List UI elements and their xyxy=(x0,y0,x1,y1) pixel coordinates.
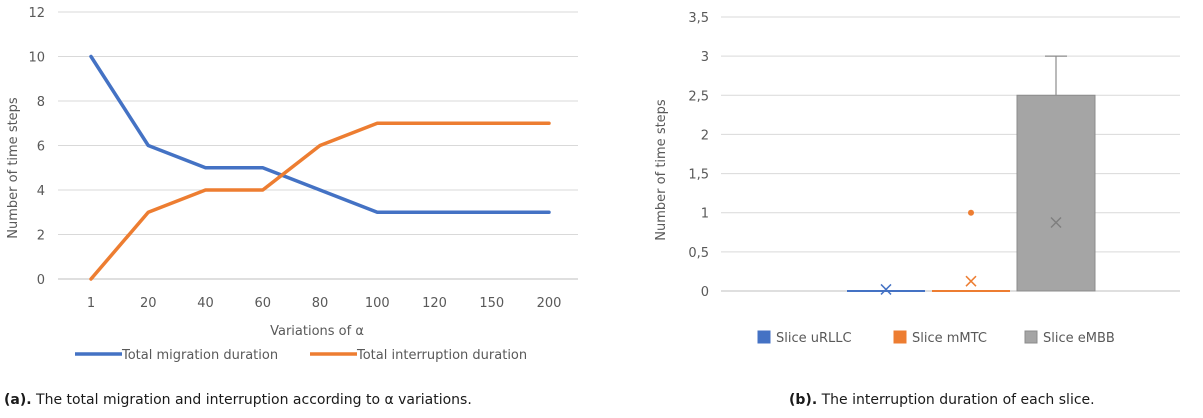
legend-swatch xyxy=(893,330,907,344)
mean-marker xyxy=(1050,216,1062,229)
x-axis-ticks: 1 20 40 60 80 100 120 150 200 xyxy=(87,296,562,311)
y-tick-label: 0 xyxy=(37,273,45,288)
y-tick-label: 2,5 xyxy=(688,89,709,104)
mean-marker xyxy=(880,283,892,295)
legend-swatch xyxy=(1024,330,1038,344)
box-slice-urllc xyxy=(847,283,925,295)
y-tick-label: 3,5 xyxy=(688,11,709,26)
x-tick-label: 1 xyxy=(87,296,95,311)
legend-label: Slice uRLLC xyxy=(776,331,852,346)
legend-label: Slice mMTC xyxy=(912,331,987,346)
box-chart: 0 0,5 1 1,5 2 2,5 3 3,5 Number of time steps Sl… xyxy=(654,11,1180,346)
x-axis-title: Variations of α xyxy=(270,324,364,339)
x-tick-label: 20 xyxy=(140,296,157,311)
x-tick-label: 60 xyxy=(254,296,271,311)
gridlines xyxy=(721,16,1180,292)
y-tick-label: 4 xyxy=(37,184,45,199)
y-tick-label: 0 xyxy=(701,285,709,300)
y-tick-label: 12 xyxy=(28,6,45,21)
box-series xyxy=(847,55,1096,295)
x-tick-label: 80 xyxy=(312,296,329,311)
y-tick-label: 10 xyxy=(28,51,45,66)
x-tick-label: 120 xyxy=(422,296,447,311)
caption-a: (a). The total migration and interruptio… xyxy=(4,392,472,408)
x-tick-label: 200 xyxy=(537,296,562,311)
y-axis-title: Number of time steps xyxy=(654,99,669,241)
legend: Total migration duration Total interrupt… xyxy=(75,348,527,363)
legend: Slice uRLLC Slice mMTC Slice eMBB xyxy=(757,330,1115,346)
y-axis-ticks: 0 2 4 6 8 10 12 xyxy=(28,6,45,288)
box-slice-mmtc xyxy=(932,209,1010,292)
series-lines xyxy=(89,54,551,281)
y-axis-ticks: 0 0,5 1 1,5 2 2,5 3 3,5 xyxy=(688,11,709,300)
caption-b-text: The interruption duration of each slice. xyxy=(817,392,1095,408)
box-slice-embb xyxy=(1016,55,1096,292)
outlier-point xyxy=(968,209,974,216)
mean-marker xyxy=(965,275,977,287)
legend-label-interruption: Total interruption duration xyxy=(356,348,527,363)
legend-label: Slice eMBB xyxy=(1043,331,1115,346)
caption-b: (b). The interruption duration of each s… xyxy=(789,392,1095,408)
series-line-interruption xyxy=(89,121,551,281)
y-tick-label: 8 xyxy=(37,95,45,110)
x-tick-label: 40 xyxy=(197,296,214,311)
series-line-migration xyxy=(89,54,551,214)
x-tick-label: 100 xyxy=(365,296,390,311)
legend-swatch xyxy=(757,330,771,344)
y-tick-label: 1,5 xyxy=(688,168,709,183)
y-tick-label: 2 xyxy=(701,128,709,143)
caption-a-label: (a). xyxy=(4,392,32,408)
caption-b-label: (b). xyxy=(789,392,818,408)
y-tick-label: 6 xyxy=(37,140,45,155)
legend-label-migration: Total migration duration xyxy=(121,348,278,363)
x-tick-label: 150 xyxy=(479,296,504,311)
y-tick-label: 0,5 xyxy=(688,246,709,261)
y-tick-label: 3 xyxy=(701,50,709,65)
box-body xyxy=(1016,94,1096,292)
y-tick-label: 2 xyxy=(37,229,45,244)
y-axis-title: Number of time steps xyxy=(6,97,21,239)
caption-a-text: The total migration and interruption acc… xyxy=(31,392,472,408)
y-tick-label: 1 xyxy=(701,207,709,222)
